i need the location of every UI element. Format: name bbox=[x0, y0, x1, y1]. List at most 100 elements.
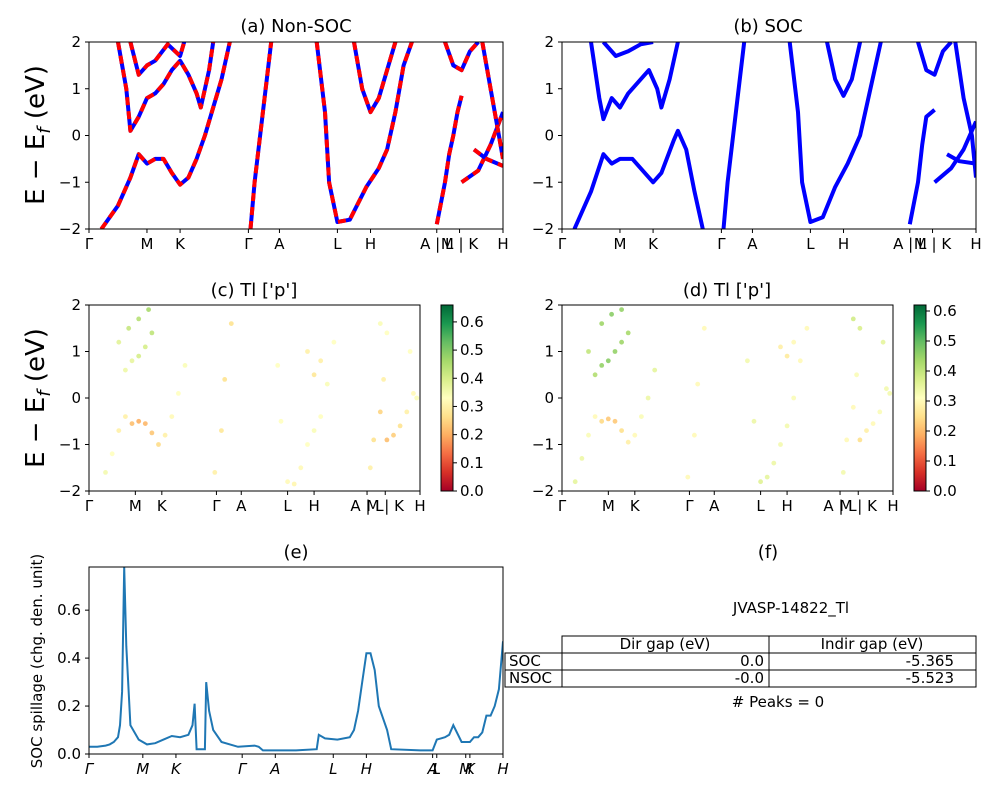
data-point bbox=[384, 437, 390, 443]
x-tick-label: K bbox=[465, 760, 476, 778]
data-point bbox=[305, 442, 310, 447]
data-point bbox=[701, 325, 707, 331]
plot-area bbox=[99, 42, 503, 229]
panel-e-plot: 0.00.20.40.6Γ M K Γ A L H AL MK H bbox=[57, 566, 509, 778]
y-tick-label: 0.6 bbox=[57, 601, 81, 619]
data-point bbox=[129, 421, 135, 426]
x-tick-label: M | K bbox=[367, 497, 406, 515]
x-tick-label: L bbox=[283, 497, 292, 515]
data-point bbox=[599, 418, 605, 424]
x-tick-label: Γ bbox=[685, 497, 694, 515]
data-point bbox=[291, 481, 297, 487]
data-point bbox=[599, 321, 605, 326]
panel-a: (a) Non-SOC E − Ef (eV) −2 −1 0 1 2 Γ M K Γ A L H A … bbox=[21, 16, 509, 253]
data-point bbox=[377, 321, 383, 326]
y-tick-label: 1 bbox=[71, 80, 81, 98]
data-point bbox=[275, 363, 281, 368]
band-line bbox=[128, 42, 187, 77]
colorbar-tick-label: 0.1 bbox=[460, 454, 484, 472]
data-point bbox=[176, 391, 181, 396]
data-point bbox=[228, 321, 234, 326]
data-point bbox=[850, 404, 856, 410]
band-line bbox=[572, 128, 705, 229]
data-point bbox=[371, 437, 377, 443]
y-tick-label: −1 bbox=[59, 436, 81, 454]
y-tick-label: 0 bbox=[71, 127, 81, 145]
data-point bbox=[870, 421, 876, 426]
data-point bbox=[123, 367, 128, 373]
data-point bbox=[625, 330, 631, 336]
colorbar-tick-label: 0.3 bbox=[460, 397, 484, 415]
panel-f-title: (f) bbox=[758, 542, 778, 563]
colorbar bbox=[913, 304, 927, 492]
data-point bbox=[884, 386, 889, 392]
data-point bbox=[305, 349, 310, 354]
data-point bbox=[109, 451, 115, 457]
data-point bbox=[797, 358, 803, 364]
data-point bbox=[784, 353, 790, 359]
panel-a-ylabel: E − Ef (eV) bbox=[21, 65, 55, 205]
band-line bbox=[953, 42, 976, 178]
colorbar-tick-label: 0.6 bbox=[460, 313, 484, 331]
y-tick-label: 2 bbox=[544, 33, 554, 51]
panel-e-title: (e) bbox=[283, 542, 308, 563]
data-point bbox=[149, 330, 155, 336]
x-tick-label: M | K bbox=[441, 235, 480, 253]
data-point bbox=[758, 479, 763, 485]
axes-frame bbox=[88, 304, 421, 492]
band-line bbox=[916, 42, 953, 77]
data-point bbox=[116, 339, 122, 345]
x-tick-label: H bbox=[497, 760, 508, 778]
data-point bbox=[599, 363, 605, 368]
x-tick-label: H bbox=[365, 235, 376, 253]
data-point bbox=[136, 418, 142, 424]
panel-b-title: (b) SOC bbox=[733, 16, 802, 37]
band-line bbox=[825, 42, 863, 98]
x-tick-label: A bbox=[274, 235, 285, 253]
data-point bbox=[285, 479, 290, 485]
data-point bbox=[586, 432, 591, 438]
x-tick-label: Γ bbox=[558, 497, 567, 515]
data-point bbox=[324, 381, 330, 387]
y-tick-label: 2 bbox=[71, 296, 81, 314]
panel-a-title: (a) Non-SOC bbox=[240, 16, 351, 37]
data-point bbox=[169, 414, 175, 419]
data-point bbox=[592, 414, 598, 419]
data-point bbox=[407, 349, 413, 354]
data-point bbox=[804, 325, 810, 331]
table-cell-value: -5.523 bbox=[906, 669, 954, 687]
panel-b: (b) SOC −2 −1 0 1 2 Γ M K Γ A L H A | LM | K H bbox=[532, 16, 982, 253]
band-line bbox=[248, 42, 274, 229]
data-point bbox=[612, 349, 618, 354]
panel-f: (f) JVASP-14822_Tl Dir gap (eV) Indir ga… bbox=[504, 542, 977, 711]
data-point bbox=[219, 428, 224, 433]
data-point bbox=[404, 409, 410, 415]
x-tick-label: Γ bbox=[238, 760, 248, 778]
data-point bbox=[854, 372, 859, 378]
x-tick-label: L bbox=[333, 235, 342, 253]
data-point bbox=[298, 465, 304, 471]
band-line bbox=[721, 42, 747, 229]
x-tick-label: Γ bbox=[212, 497, 221, 515]
data-point bbox=[162, 432, 168, 438]
y-tick-label: −2 bbox=[532, 482, 554, 500]
panel-e-ylabel: SOC spillage (chg. den. unit) bbox=[28, 554, 46, 769]
band-line bbox=[99, 42, 232, 229]
x-tick-label: H bbox=[838, 235, 849, 253]
x-tick-label: Γ bbox=[85, 235, 94, 253]
x-tick-label: A bbox=[747, 235, 758, 253]
y-tick-label: 2 bbox=[71, 33, 81, 51]
x-tick-label: H bbox=[887, 497, 898, 515]
band-line bbox=[480, 42, 503, 160]
data-point bbox=[857, 325, 863, 331]
data-point bbox=[311, 372, 317, 378]
data-point bbox=[864, 428, 869, 433]
data-point bbox=[632, 432, 638, 438]
y-tick-label: −2 bbox=[532, 220, 554, 238]
x-tick-label: A bbox=[709, 497, 720, 515]
table-header-indir: Indir gap (eV) bbox=[821, 635, 924, 653]
